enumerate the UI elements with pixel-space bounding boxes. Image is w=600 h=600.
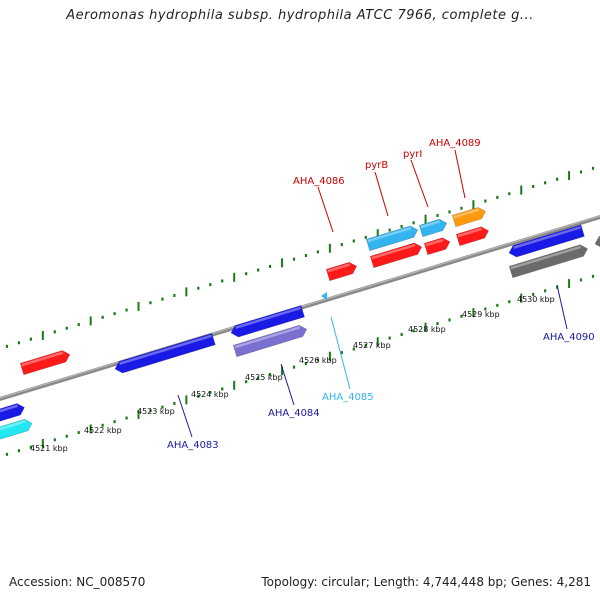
gene-label-aha4084[interactable]: AHA_4084 (268, 408, 320, 419)
leader-aha4085 (330, 316, 351, 390)
scale-labels: 4521 kbp 4522 kbp 4523 kbp 4524 kbp 4525 kbp… (30, 295, 555, 453)
gene-blue-edge[interactable] (0, 402, 26, 425)
gene-grey-1-shape[interactable] (508, 243, 589, 279)
gene-aha-4089-sheen (453, 208, 480, 219)
gene-features[interactable] (0, 206, 600, 443)
gene-labels: AHA_4086 pyrB pyrI AHA_4089 AHA_4090 AHA_4085… (167, 138, 595, 451)
leader-aha4083 (177, 394, 193, 438)
scale-label-8: 4529 kbp (462, 310, 500, 319)
topology-label: Topology: circular; Length: 4,744,448 bp… (261, 575, 591, 589)
gene-red-1[interactable] (19, 349, 71, 376)
gene-blue-2-sheen (235, 306, 302, 329)
map-title: Aeromonas hydrophila subsp. hydrophila A… (66, 8, 534, 23)
scale-label-6: 4527 kbp (353, 341, 391, 350)
scale-label-2: 4523 kbp (137, 407, 175, 416)
leader-pyrI (410, 159, 429, 208)
gene-pyrB-sheen (367, 226, 412, 243)
gene-grey-1[interactable] (508, 243, 589, 279)
gene-red-pyrB-sheen (371, 243, 416, 260)
gene-pyrI[interactable] (418, 217, 448, 238)
scale-label-0: 4521 kbp (30, 444, 68, 453)
gene-red-pyrI[interactable] (423, 236, 451, 256)
gene-blue-edge-shape[interactable] (0, 402, 26, 425)
gene-label-pyrI[interactable]: pyrI (403, 149, 422, 160)
gene-label-aha4083[interactable]: AHA_4083 (167, 440, 219, 451)
gene-label-aha4086[interactable]: AHA_4086 (293, 176, 345, 187)
gene-aha-4089-shape[interactable] (451, 206, 487, 228)
gene-label-pyrB[interactable]: pyrB (365, 160, 388, 171)
gene-aha-4085[interactable] (321, 292, 327, 300)
scale-label-1: 4522 kbp (84, 426, 122, 435)
leader-aha4089 (454, 149, 466, 199)
gene-blue-2[interactable] (229, 305, 305, 338)
gene-grey-1-sheen (510, 245, 582, 270)
gene-aha-4090[interactable] (507, 224, 585, 259)
gene-grey-edge-shape[interactable] (593, 232, 600, 249)
scale-label-3: 4524 kbp (191, 390, 229, 399)
leader-aha4090 (556, 284, 568, 330)
gene-blue-2-shape[interactable] (229, 305, 305, 338)
scale-label-4: 4525 kbp (245, 373, 283, 382)
gene-red-1-shape[interactable] (19, 349, 71, 376)
gene-aha-4084[interactable] (232, 323, 308, 358)
gene-aha-4083-shape[interactable] (113, 332, 216, 374)
scale-label-7: 4528 kbp (408, 325, 446, 334)
label-leader-lines (177, 149, 568, 438)
gene-red-4089-shape[interactable] (455, 225, 490, 247)
gene-cyan-edge[interactable] (0, 417, 34, 443)
gene-aha-4086-sheen (327, 263, 351, 273)
gene-red-pyrB[interactable] (369, 241, 423, 269)
gene-red-pyrI-shape[interactable] (423, 236, 451, 256)
gene-pyrI-shape[interactable] (418, 217, 448, 238)
gene-pyrB[interactable] (365, 224, 419, 252)
gene-aha-4090-sheen (513, 226, 581, 249)
gene-aha-4090-shape[interactable] (507, 224, 585, 259)
gene-pyrB-shape[interactable] (365, 224, 419, 252)
gene-aha-4086-shape[interactable] (325, 261, 358, 282)
scale-label-5: 4526 kbp (299, 356, 337, 365)
leader-aha4084 (280, 363, 295, 406)
gene-aha-4089[interactable] (451, 206, 487, 228)
gene-red-pyrI-sheen (425, 238, 444, 247)
gene-aha-4084-shape[interactable] (232, 323, 308, 358)
upper-tick-track (5, 166, 595, 348)
gene-red-pyrB-shape[interactable] (369, 241, 423, 269)
gene-cyan-edge-shape[interactable] (0, 417, 34, 443)
gene-aha-4086[interactable] (325, 261, 358, 282)
gene-grey-edge[interactable] (593, 232, 600, 249)
gene-blue-edge-sheen (0, 404, 18, 416)
gene-label-aha4085[interactable]: AHA_4085 (322, 392, 374, 403)
leader-aha4086 (317, 186, 334, 233)
gene-label-aha4089[interactable]: AHA_4089 (429, 138, 481, 149)
gene-aha-4084-sheen (234, 326, 301, 349)
gene-pyrI-sheen (420, 220, 441, 229)
scale-label-9: 4530 kbp (517, 295, 555, 304)
gene-red-4089[interactable] (455, 225, 490, 247)
gene-red-4089-sheen (457, 227, 483, 238)
gene-aha-4083-sheen (119, 334, 212, 365)
gene-red-1-sheen (21, 351, 64, 367)
gene-aha-4083[interactable] (113, 332, 216, 374)
gene-label-aha4090[interactable]: AHA_4090 (543, 332, 595, 343)
accession-label: Accession: NC_008570 (9, 575, 146, 589)
leader-pyrB (374, 171, 389, 217)
gene-cyan-edge-sheen (0, 420, 26, 434)
